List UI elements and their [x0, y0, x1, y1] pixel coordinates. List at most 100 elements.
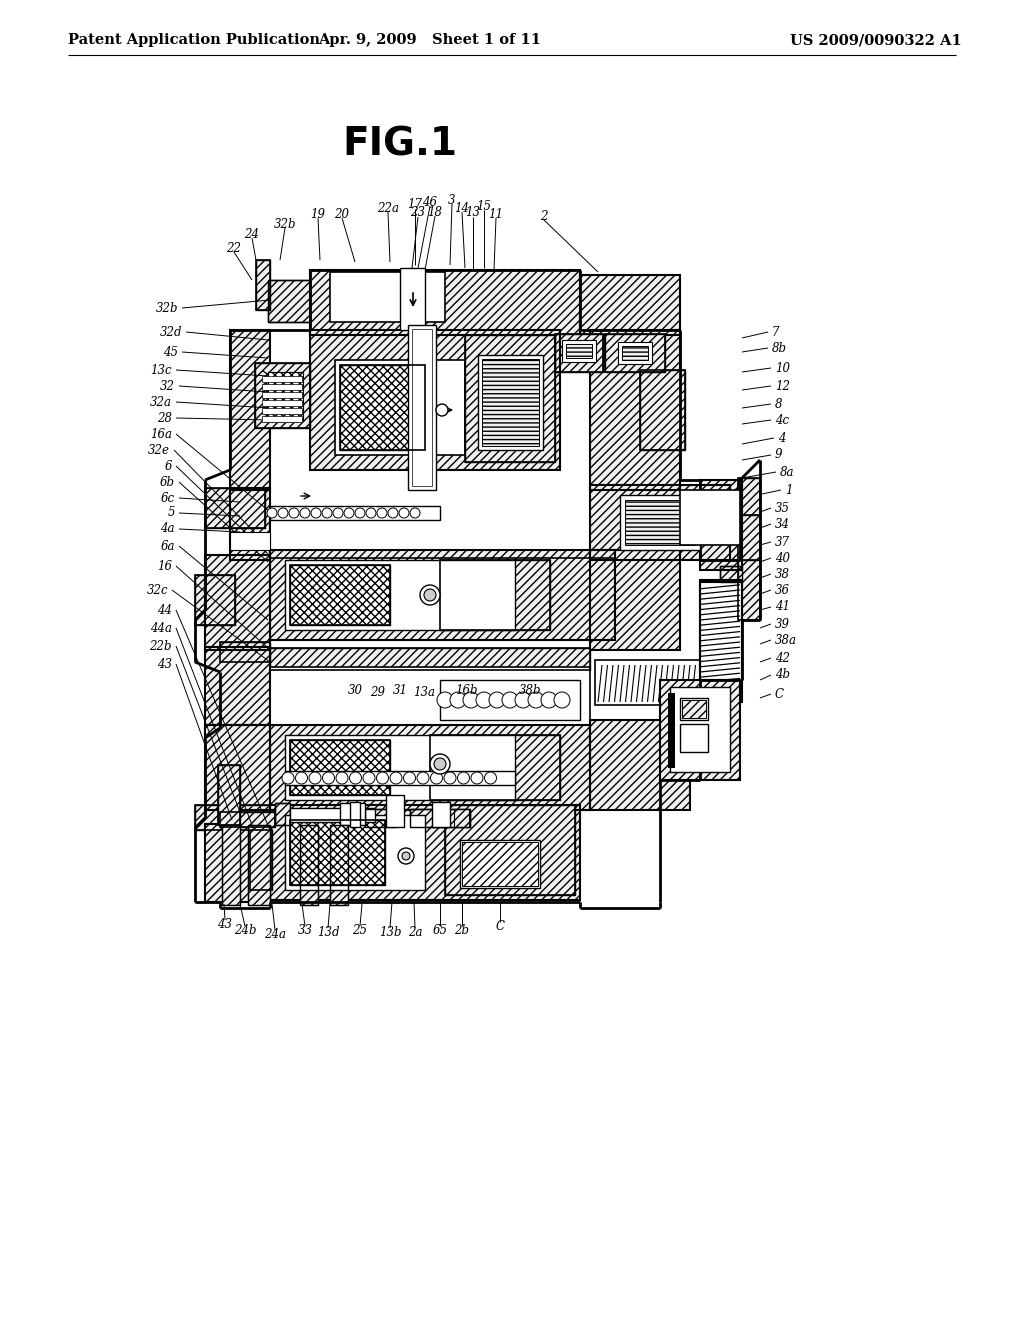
Bar	[465, 335, 555, 462]
Text: 33: 33	[298, 924, 312, 936]
Text: 40: 40	[775, 552, 790, 565]
Bar	[310, 330, 560, 470]
Bar	[410, 809, 470, 828]
Text: 45: 45	[163, 346, 178, 359]
Bar	[220, 642, 270, 663]
Bar	[700, 579, 742, 680]
Bar	[680, 723, 708, 752]
Bar	[205, 647, 270, 725]
Bar	[660, 680, 740, 780]
Circle shape	[300, 508, 310, 517]
Bar	[454, 809, 469, 828]
Bar	[205, 725, 270, 810]
Circle shape	[417, 772, 429, 784]
Bar	[682, 700, 706, 718]
Bar	[270, 648, 590, 671]
Text: FIG.1: FIG.1	[342, 125, 458, 164]
Bar	[330, 825, 348, 906]
Bar	[255, 363, 310, 428]
Bar	[680, 490, 740, 545]
Circle shape	[541, 692, 557, 708]
Circle shape	[289, 508, 299, 517]
Bar	[618, 342, 652, 364]
Bar	[590, 330, 680, 490]
Bar	[250, 830, 272, 890]
Bar	[460, 840, 540, 888]
Text: 8: 8	[775, 397, 782, 411]
Text: 10: 10	[775, 362, 790, 375]
Bar	[195, 576, 234, 624]
Bar	[205, 824, 270, 902]
Bar	[195, 805, 270, 830]
Text: 2a: 2a	[408, 925, 422, 939]
Bar	[285, 560, 515, 630]
Text: 30: 30	[347, 684, 362, 697]
Bar	[695, 494, 740, 543]
Bar	[230, 488, 270, 560]
Text: 9: 9	[775, 449, 782, 462]
Circle shape	[434, 758, 446, 770]
Text: 32c: 32c	[146, 583, 168, 597]
Text: 37: 37	[775, 536, 790, 549]
Text: 32d: 32d	[160, 326, 182, 338]
Circle shape	[463, 692, 479, 708]
Bar	[340, 366, 425, 450]
Text: 19: 19	[310, 207, 326, 220]
Bar	[738, 478, 760, 620]
Circle shape	[267, 508, 278, 517]
Text: 22: 22	[226, 242, 242, 255]
Bar	[275, 803, 290, 825]
Text: 8b: 8b	[772, 342, 787, 355]
Bar	[268, 372, 303, 420]
Bar	[230, 330, 270, 490]
Text: 24b: 24b	[233, 924, 256, 936]
Circle shape	[424, 589, 436, 601]
Text: US 2009/0090322 A1: US 2009/0090322 A1	[790, 33, 962, 48]
Circle shape	[484, 772, 497, 784]
Circle shape	[528, 692, 544, 708]
Bar	[218, 766, 240, 825]
Bar	[290, 808, 375, 822]
Text: 17: 17	[408, 198, 423, 211]
Bar	[330, 825, 348, 906]
Bar	[270, 805, 580, 900]
Text: 41: 41	[775, 601, 790, 614]
Text: 42: 42	[775, 652, 790, 664]
Text: 2: 2	[541, 210, 548, 223]
Bar	[262, 384, 302, 389]
Circle shape	[322, 508, 332, 517]
Bar	[256, 260, 270, 310]
Circle shape	[430, 754, 450, 774]
Bar	[248, 825, 270, 906]
Text: 24a: 24a	[264, 928, 286, 940]
Text: 13a: 13a	[413, 686, 435, 700]
Text: 6c: 6c	[161, 491, 175, 504]
Text: 16a: 16a	[150, 428, 172, 441]
Circle shape	[476, 692, 492, 708]
Circle shape	[311, 508, 321, 517]
Text: 43: 43	[157, 657, 172, 671]
Circle shape	[333, 508, 343, 517]
Text: 34: 34	[775, 517, 790, 531]
Text: 43: 43	[217, 917, 232, 931]
Text: 6b: 6b	[160, 475, 175, 488]
Bar	[205, 554, 270, 649]
Text: 36: 36	[775, 583, 790, 597]
Bar	[222, 825, 240, 906]
Text: 13b: 13b	[379, 925, 401, 939]
Text: 2b: 2b	[455, 924, 469, 936]
Circle shape	[489, 692, 505, 708]
Bar	[262, 416, 302, 422]
Bar	[412, 329, 432, 486]
Bar	[290, 820, 385, 884]
Bar	[262, 392, 302, 399]
Text: Patent Application Publication: Patent Application Publication	[68, 33, 319, 48]
Text: 16b: 16b	[455, 684, 477, 697]
Bar	[555, 334, 603, 372]
Bar	[290, 741, 390, 795]
Bar	[700, 515, 760, 560]
Bar	[205, 824, 270, 902]
Bar	[262, 400, 302, 407]
Circle shape	[436, 404, 449, 416]
Bar	[590, 719, 690, 810]
